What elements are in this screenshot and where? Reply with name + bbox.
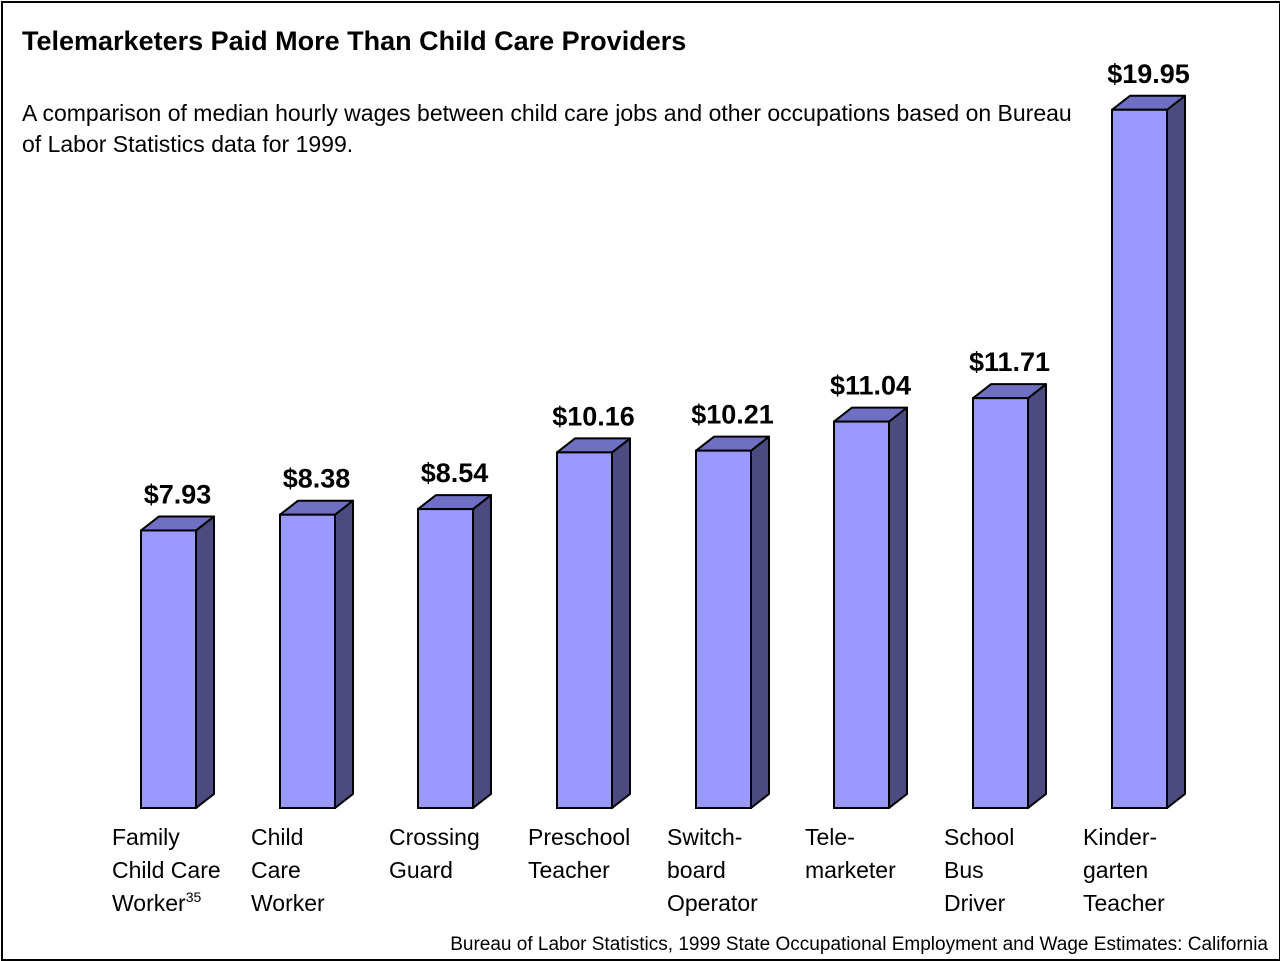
category-label-school-bus-driver-line-3: Driver xyxy=(944,890,1006,916)
category-label-family-child-care-worker-line-2: Child Care xyxy=(112,857,221,883)
bar-side-preschool-teacher xyxy=(611,437,631,809)
footnote-marker: 35 xyxy=(186,889,202,905)
category-label-child-care-worker-line-3: Worker xyxy=(251,890,325,916)
value-label-telemarketer: $11.04 xyxy=(830,371,911,401)
bar-side-crossing-guard xyxy=(472,494,492,809)
category-label-kindergarten-teacher-line-1: Kinder- xyxy=(1083,824,1157,850)
bar-kindergarten-teacher xyxy=(1111,108,1168,809)
value-label-crossing-guard: $8.54 xyxy=(421,458,489,488)
value-label-kindergarten-teacher: $19.95 xyxy=(1107,59,1190,89)
bar-side-family-child-care-worker xyxy=(195,515,215,809)
category-label-child-care-worker-line-1: Child xyxy=(251,824,303,850)
bar-telemarketer xyxy=(833,420,890,809)
bar-side-switchboard-operator xyxy=(750,435,770,809)
category-label-switchboard-operator-line-2: board xyxy=(667,857,726,883)
category-label-crossing-guard-line-2: Guard xyxy=(389,857,453,883)
value-label-family-child-care-worker: $7.93 xyxy=(144,479,212,509)
value-label-school-bus-driver: $11.71 xyxy=(969,347,1050,377)
category-label-family-child-care-worker-line-3: Worker35 xyxy=(112,889,201,916)
category-label-telemarketer-line-1: Tele- xyxy=(805,824,855,850)
chart-title: Telemarketers Paid More Than Child Care … xyxy=(22,26,687,56)
bar-side-telemarketer xyxy=(888,406,908,809)
value-label-child-care-worker: $8.38 xyxy=(283,464,351,494)
category-label-kindergarten-teacher-line-3: Teacher xyxy=(1083,890,1165,916)
category-label-school-bus-driver-line-2: Bus xyxy=(944,857,984,883)
bar-preschool-teacher xyxy=(556,451,613,809)
category-label-preschool-teacher-line-2: Teacher xyxy=(528,857,610,883)
bar-crossing-guard xyxy=(417,508,474,809)
category-label-telemarketer-line-2: marketer xyxy=(805,857,896,883)
bar-child-care-worker xyxy=(279,513,336,809)
bar-side-kindergarten-teacher xyxy=(1166,94,1186,809)
category-label-crossing-guard-line-1: Crossing xyxy=(389,824,480,850)
bar-school-bus-driver xyxy=(972,397,1029,809)
bar-family-child-care-worker xyxy=(140,529,197,809)
category-label-family-child-care-worker-line-1: Family xyxy=(112,824,180,850)
chart-subtitle: A comparison of median hourly wages betw… xyxy=(22,100,1072,157)
value-label-switchboard-operator: $10.21 xyxy=(691,400,774,430)
value-label-preschool-teacher: $10.16 xyxy=(552,401,635,431)
bar-switchboard-operator xyxy=(695,449,752,809)
category-label-kindergarten-teacher-line-2: garten xyxy=(1083,857,1148,883)
category-label-child-care-worker-line-2: Care xyxy=(251,857,301,883)
category-label-preschool-teacher-line-1: Preschool xyxy=(528,824,630,850)
bar-side-child-care-worker xyxy=(334,499,354,809)
bar-side-school-bus-driver xyxy=(1027,383,1047,809)
category-label-switchboard-operator-line-1: Switch- xyxy=(667,824,742,850)
category-label-school-bus-driver-line-1: School xyxy=(944,824,1014,850)
chart-source: Bureau of Labor Statistics, 1999 State O… xyxy=(450,934,1268,955)
category-label-switchboard-operator-line-3: Operator xyxy=(667,890,758,916)
